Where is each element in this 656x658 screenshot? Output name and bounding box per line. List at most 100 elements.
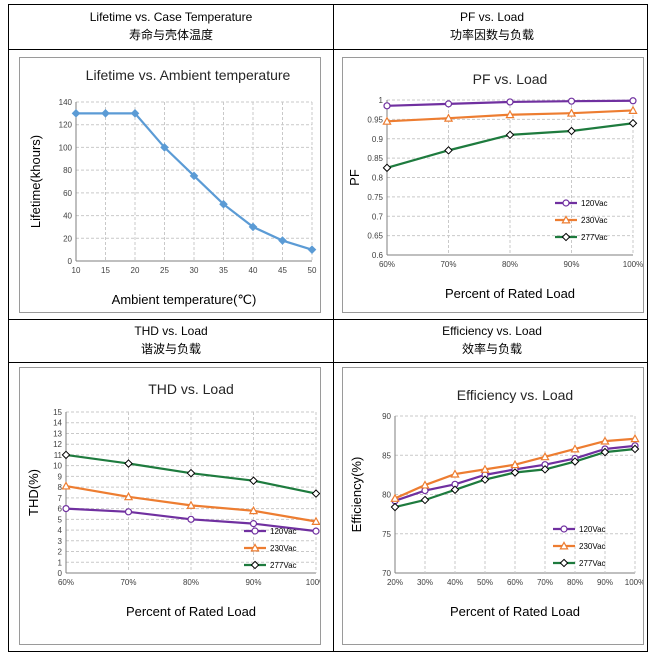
y-axis-label: Efficiency(%)	[349, 457, 364, 533]
gridlines	[386, 99, 634, 256]
y-tick-label: 10	[53, 462, 62, 471]
series-230vac	[390, 433, 640, 502]
legend-label: 120Vac	[270, 527, 297, 536]
y-tick-label: 5	[58, 515, 63, 524]
y-tick-label: 6	[58, 505, 63, 514]
table-row-divider	[9, 319, 647, 320]
data-point	[600, 436, 610, 445]
data-point	[510, 459, 520, 469]
y-tick-label: 7	[58, 494, 63, 503]
data-point	[630, 444, 640, 454]
series-lifetime	[71, 109, 317, 254]
data-point	[219, 199, 228, 209]
legend: 120Vac 230Vac 277Vac	[555, 199, 608, 242]
y-tick-label: 70	[382, 569, 391, 578]
cell-header-en: Efficiency vs. Load	[442, 324, 542, 338]
y-tick-label: 0.8	[372, 174, 384, 183]
y-tick-label: 15	[53, 408, 62, 417]
data-point	[480, 464, 490, 473]
chart-title: Lifetime vs. Ambient temperature	[86, 67, 291, 83]
y-tick-label: 80	[382, 491, 391, 500]
x-axis-label: Percent of Rated Load	[126, 604, 256, 619]
cell-header-zh: 谐波与负载	[140, 342, 201, 356]
cell-header-en: Lifetime vs. Case Temperature	[89, 10, 253, 24]
legend-marker	[561, 215, 571, 224]
y-tick-label: 0.95	[367, 115, 383, 124]
x-tick-label: 70%	[440, 260, 456, 269]
y-tick-label: 75	[382, 530, 391, 539]
x-tick-label: 20	[131, 266, 140, 275]
data-point	[382, 116, 392, 125]
y-tick-label: 60	[63, 189, 72, 198]
data-point	[123, 491, 134, 501]
y-tick-label: 90	[382, 412, 391, 421]
x-tick-label: 90%	[597, 578, 613, 587]
data-point	[71, 109, 81, 118]
legend-marker	[250, 543, 260, 552]
data-point	[124, 459, 133, 468]
y-tick-label: 0	[58, 569, 63, 578]
x-tick-label: 60%	[58, 578, 74, 587]
series-230vac	[61, 481, 320, 525]
data-point	[420, 480, 430, 489]
y-tick-label: 20	[63, 234, 72, 243]
y-tick-label: 120	[59, 121, 73, 130]
legend-marker	[560, 525, 568, 533]
data-point	[383, 102, 391, 110]
x-tick-label: 100%	[306, 578, 320, 587]
data-point	[450, 485, 460, 495]
x-axis-label: Percent of Rated Load	[445, 286, 575, 301]
data-point	[101, 109, 110, 118]
series-277vac	[390, 444, 640, 512]
y-tick-label: 100	[59, 143, 73, 152]
x-axis-label: Ambient temperature(℃)	[112, 292, 257, 307]
data-point	[420, 495, 430, 505]
data-point	[444, 100, 453, 108]
data-point	[444, 146, 453, 155]
table-column-divider	[333, 5, 334, 651]
y-tick-label: 4	[58, 526, 63, 535]
series-277vac	[61, 450, 320, 498]
cell-header-lifetime: Lifetime vs. Case Temperature 寿命与壳体温度	[13, 5, 329, 44]
table-row-divider	[9, 362, 647, 363]
x-tick-label: 100%	[623, 260, 643, 269]
data-point	[540, 451, 550, 461]
legend: 120Vac 230Vac 277Vac	[244, 527, 297, 570]
legend-marker	[559, 541, 569, 550]
y-tick-label: 11	[54, 451, 63, 460]
series-120vac	[383, 97, 637, 110]
series-230vac	[382, 105, 638, 125]
y-tick-label: 12	[53, 440, 62, 449]
legend: 120Vac 230Vac 277Vac	[553, 525, 606, 568]
cell-header-thd: THD vs. Load 谐波与负载	[13, 319, 329, 358]
x-tick-label: 40	[249, 266, 258, 275]
gridlines	[394, 415, 636, 574]
data-point	[249, 476, 258, 486]
cell-header-zh: 功率因数与负载	[449, 28, 534, 42]
data-point	[278, 236, 287, 245]
y-tick-label: 1	[379, 96, 384, 105]
data-point	[311, 516, 320, 525]
legend-label: 230Vac	[270, 544, 297, 553]
legend-label: 230Vac	[579, 542, 606, 551]
legend-marker	[251, 527, 259, 535]
data-point	[450, 469, 460, 478]
data-point	[510, 468, 520, 477]
x-tick-label: 10	[72, 266, 81, 275]
y-tick-label: 80	[63, 166, 72, 175]
y-tick-label: 0.85	[367, 154, 383, 163]
data-point	[628, 118, 638, 128]
y-tick-label: 0	[68, 257, 73, 266]
x-tick-label: 30	[190, 266, 199, 275]
data-point	[628, 105, 638, 114]
data-point	[629, 97, 637, 105]
y-tick-label: 3	[58, 537, 63, 546]
data-point	[570, 444, 580, 453]
data-point	[186, 468, 196, 478]
x-tick-label: 80%	[183, 578, 199, 587]
legend-label: 277Vac	[579, 559, 606, 568]
data-point	[505, 130, 515, 140]
cell-header-en: PF vs. Load	[459, 10, 525, 24]
cell-header-efficiency: Efficiency vs. Load 效率与负载	[334, 319, 650, 358]
y-tick-label: 40	[63, 212, 72, 221]
